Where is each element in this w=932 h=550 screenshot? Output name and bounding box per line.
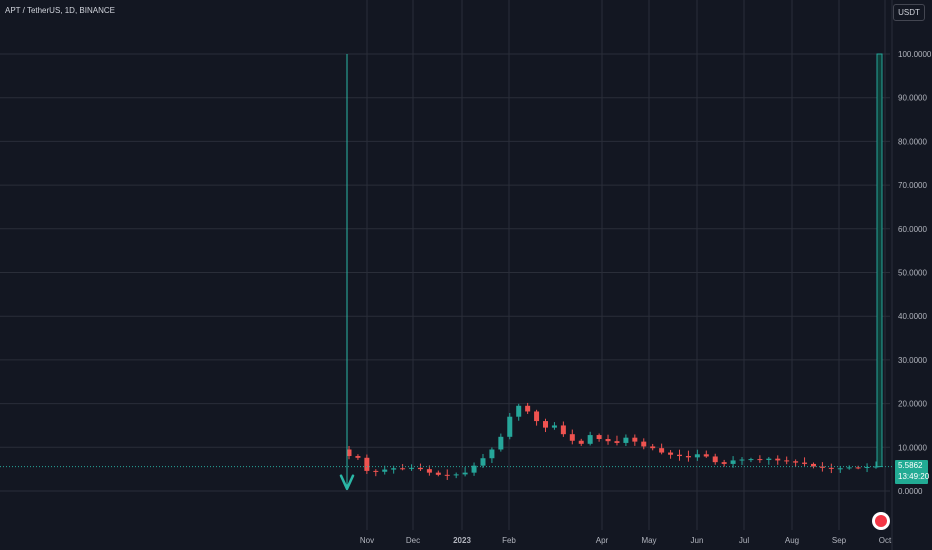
candle-body: [578, 440, 584, 444]
candle-body: [632, 437, 638, 442]
bar-countdown: 13:49:20: [898, 472, 930, 481]
candle-body: [596, 435, 602, 439]
candle-body: [355, 456, 361, 458]
candle-body: [712, 456, 718, 463]
candle-body: [543, 421, 549, 428]
candle-body: [864, 466, 870, 468]
candle-body: [534, 411, 540, 422]
candle-body: [391, 468, 397, 470]
candle-body: [346, 449, 352, 457]
candle-body: [453, 474, 459, 476]
candle-body: [703, 454, 709, 457]
x-tick-label: Oct: [879, 536, 892, 545]
candle-series: [346, 402, 879, 480]
y-tick-label: 70.0000: [898, 181, 927, 190]
candle-body: [641, 441, 647, 447]
candle-body: [837, 468, 843, 470]
x-axis: Nov Dec 2023 Feb Apr May Jun Jul Aug Sep Oct: [360, 536, 892, 545]
y-tick-label: 80.0000: [898, 137, 927, 146]
candle-body: [417, 467, 423, 470]
candle-body: [382, 469, 388, 472]
tradingview-logo-icon[interactable]: [872, 512, 890, 530]
candle-body: [784, 460, 790, 462]
candle-body: [721, 462, 727, 464]
candle-body: [810, 463, 816, 467]
x-tick-label: Jun: [691, 536, 704, 545]
candle-body: [730, 460, 736, 464]
y-tick-label: 0.0000: [898, 487, 923, 496]
candle-body: [614, 441, 620, 443]
candle-body: [748, 459, 754, 461]
y-tick-label: 50.0000: [898, 269, 927, 278]
y-tick-label: 20.0000: [898, 400, 927, 409]
x-tick-label: May: [641, 536, 656, 545]
candle-body: [471, 465, 477, 473]
candle-body: [819, 466, 825, 468]
y-tick-label: 100.0000: [898, 50, 932, 59]
arrow-down-icon: [339, 474, 355, 491]
last-price-tag: 5.5862 13:49:20: [895, 460, 930, 484]
candle-body: [685, 456, 691, 458]
candle-body: [855, 467, 861, 469]
candle-body: [569, 434, 575, 441]
candle-body: [659, 448, 665, 453]
candle-body: [560, 425, 566, 435]
candle-body: [650, 446, 656, 449]
x-tick-label: 2023: [453, 536, 471, 545]
candle-body: [668, 452, 674, 455]
candle-body: [846, 467, 852, 469]
candle-body: [551, 425, 557, 428]
candle-body: [435, 472, 441, 475]
candle-body: [587, 435, 593, 444]
y-tick-label: 60.0000: [898, 225, 927, 234]
x-tick-label: Sep: [832, 536, 847, 545]
candle-body: [373, 470, 379, 472]
candle-body: [498, 436, 504, 450]
candle-body: [400, 468, 406, 470]
y-axis: 0.0000 10.0000 20.0000 30.0000 40.0000 50.000…: [898, 50, 932, 496]
candle-body: [462, 472, 468, 475]
chart-grid: [0, 0, 893, 550]
candle-body: [739, 459, 745, 461]
candle-body: [775, 458, 781, 461]
candle-body: [694, 454, 700, 458]
chart-title: APT / TetherUS, 1D, BINANCE: [5, 6, 115, 15]
x-tick-label: Aug: [785, 536, 799, 545]
candle-body: [757, 459, 763, 461]
candle-body: [426, 469, 432, 473]
currency-unit-button[interactable]: USDT: [893, 4, 925, 21]
last-price-value: 5.5862: [898, 461, 923, 470]
y-tick-label: 90.0000: [898, 94, 927, 103]
candle-body: [802, 462, 808, 464]
x-tick-label: Nov: [360, 536, 374, 545]
spike-bar: [876, 53, 883, 468]
candle-body: [605, 438, 611, 442]
y-tick-label: 40.0000: [898, 312, 927, 321]
y-tick-label: 30.0000: [898, 356, 927, 365]
x-tick-label: Dec: [406, 536, 420, 545]
candle-body: [623, 437, 629, 443]
candle-body: [444, 474, 450, 476]
candle-body: [507, 416, 513, 437]
x-tick-label: Jul: [739, 536, 749, 545]
candle-body: [409, 467, 415, 469]
chart-annotations: [0, 53, 893, 491]
candle-body: [828, 467, 834, 469]
x-tick-label: Apr: [596, 536, 609, 545]
x-tick-label: Feb: [502, 536, 516, 545]
candle-body: [489, 449, 495, 459]
candle-body: [793, 461, 799, 463]
candle-body: [364, 457, 370, 471]
candle-body: [676, 454, 682, 457]
candle-body: [516, 405, 522, 417]
y-tick-label: 10.0000: [898, 443, 927, 452]
candle-body: [525, 405, 531, 412]
candle-body: [766, 458, 772, 460]
candle-body: [480, 458, 486, 466]
